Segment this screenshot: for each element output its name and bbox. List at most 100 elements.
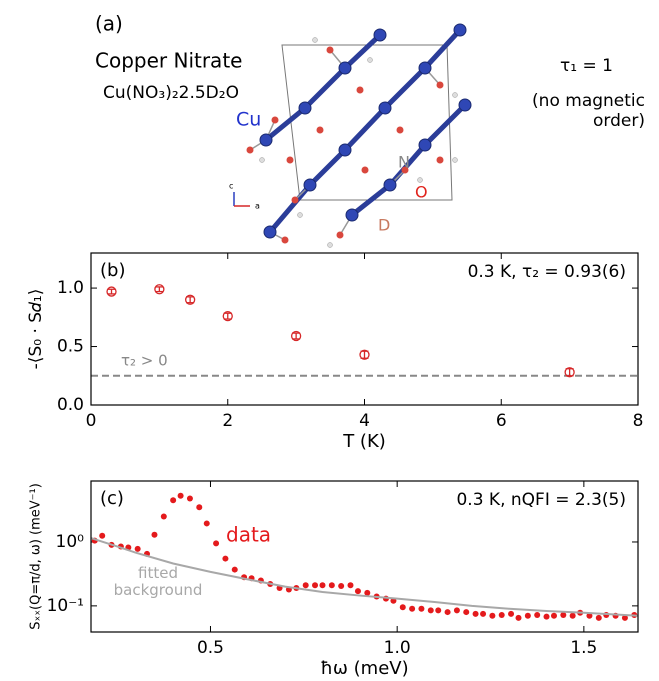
y-tick-label: 10⁰ [56,532,85,552]
atom [374,29,386,41]
x-tick-label: 2 [222,411,233,431]
atom [453,93,458,98]
series-label: fitted background [103,565,213,600]
data-point [418,606,424,612]
atom [260,158,265,163]
atom [337,232,344,239]
data-point [187,495,193,501]
data-point [178,493,184,499]
data-point [99,533,105,539]
data-point [534,612,540,618]
annotation: 0.3 K, τ₂ = 0.93(6) [468,262,626,282]
data-point [428,607,434,613]
data-point [135,546,141,552]
atom [313,38,318,43]
atom [264,226,276,238]
atom [328,243,333,248]
y-tick-label: 0.5 [57,337,84,357]
data-point [473,611,479,617]
data-point [489,613,495,619]
atom [339,144,351,156]
series-label: data [226,523,271,547]
panel-label: (a) [95,12,123,36]
atom [292,197,299,204]
data-point [525,613,531,619]
atom [339,62,351,74]
atom [317,127,324,134]
atom-label: Cu [236,109,261,131]
data-point [222,556,228,562]
data-point [204,520,210,526]
x-tick-label: 8 [633,411,644,431]
data-point [319,582,325,588]
data-point [364,590,370,596]
atom-label: D [378,216,390,235]
data-point [170,497,176,503]
data-point [551,613,557,619]
note: (no magnetic order) [500,92,645,131]
atom [368,58,373,63]
x-tick-label: 1.0 [384,638,411,658]
panel-label: (c) [100,488,124,509]
data-point [544,614,550,620]
atom [454,24,466,36]
atom [346,209,358,221]
data-point [508,611,514,617]
atom-label: O [415,183,428,202]
data-point [570,613,576,619]
atom [379,102,391,114]
x-tick-label: 4 [359,411,370,431]
atom [247,147,254,154]
data-point [445,609,451,615]
x-tick-label: 6 [496,411,507,431]
data-point [161,514,167,520]
atom [453,158,458,163]
atom [437,157,444,164]
atom [287,157,294,164]
figure: (a) Copper Nitrate Cu(NO₃)₂2.5D₂O τ₁ = 1… [0,0,659,681]
data-point [151,532,157,538]
atom [298,213,303,218]
annotation: 0.3 K, nQFI = 2.3(5) [456,490,626,510]
atom [304,179,316,191]
atom [384,179,396,191]
axis-label: c [229,182,233,191]
x-axis-label: T (K) [342,431,386,452]
atom [419,139,431,151]
data-point [312,582,318,588]
data-point [329,582,335,588]
y-tick-label: 1.0 [57,278,84,298]
data-point [596,615,602,621]
atom [282,237,289,244]
y-axis-label: Sₓₓ(Q=π/d, ω) (meV⁻¹) [29,483,44,630]
x-axis-label: ħω (meV) [320,658,408,679]
data-point [303,582,309,588]
y-tick-label: 10⁻¹ [47,596,84,616]
panel-label: (b) [100,260,125,281]
data-point [232,567,238,573]
tau-label: τ₁ = 1 [560,56,613,76]
material-title: Copper Nitrate [95,49,242,73]
atom [362,167,369,174]
atom [327,47,334,54]
atom [419,62,431,74]
data-point [347,582,353,588]
data-point [499,612,505,618]
data-point [338,583,344,589]
y-axis-label: -⟨S₀ · S𝑑₁⟩ [26,289,46,370]
data-point [463,609,469,615]
data-point [355,588,361,594]
data-point [196,504,202,510]
y-tick-label: 0.0 [57,395,84,415]
data-point [480,611,486,617]
data-point [435,607,441,613]
data-point [213,540,219,546]
atom [459,99,471,111]
axis-label: a [255,202,260,211]
data-point [409,606,415,612]
atom-label: N [398,153,410,172]
atom [299,102,311,114]
data-point [400,604,406,610]
atom [272,117,279,124]
data-point [516,615,522,621]
